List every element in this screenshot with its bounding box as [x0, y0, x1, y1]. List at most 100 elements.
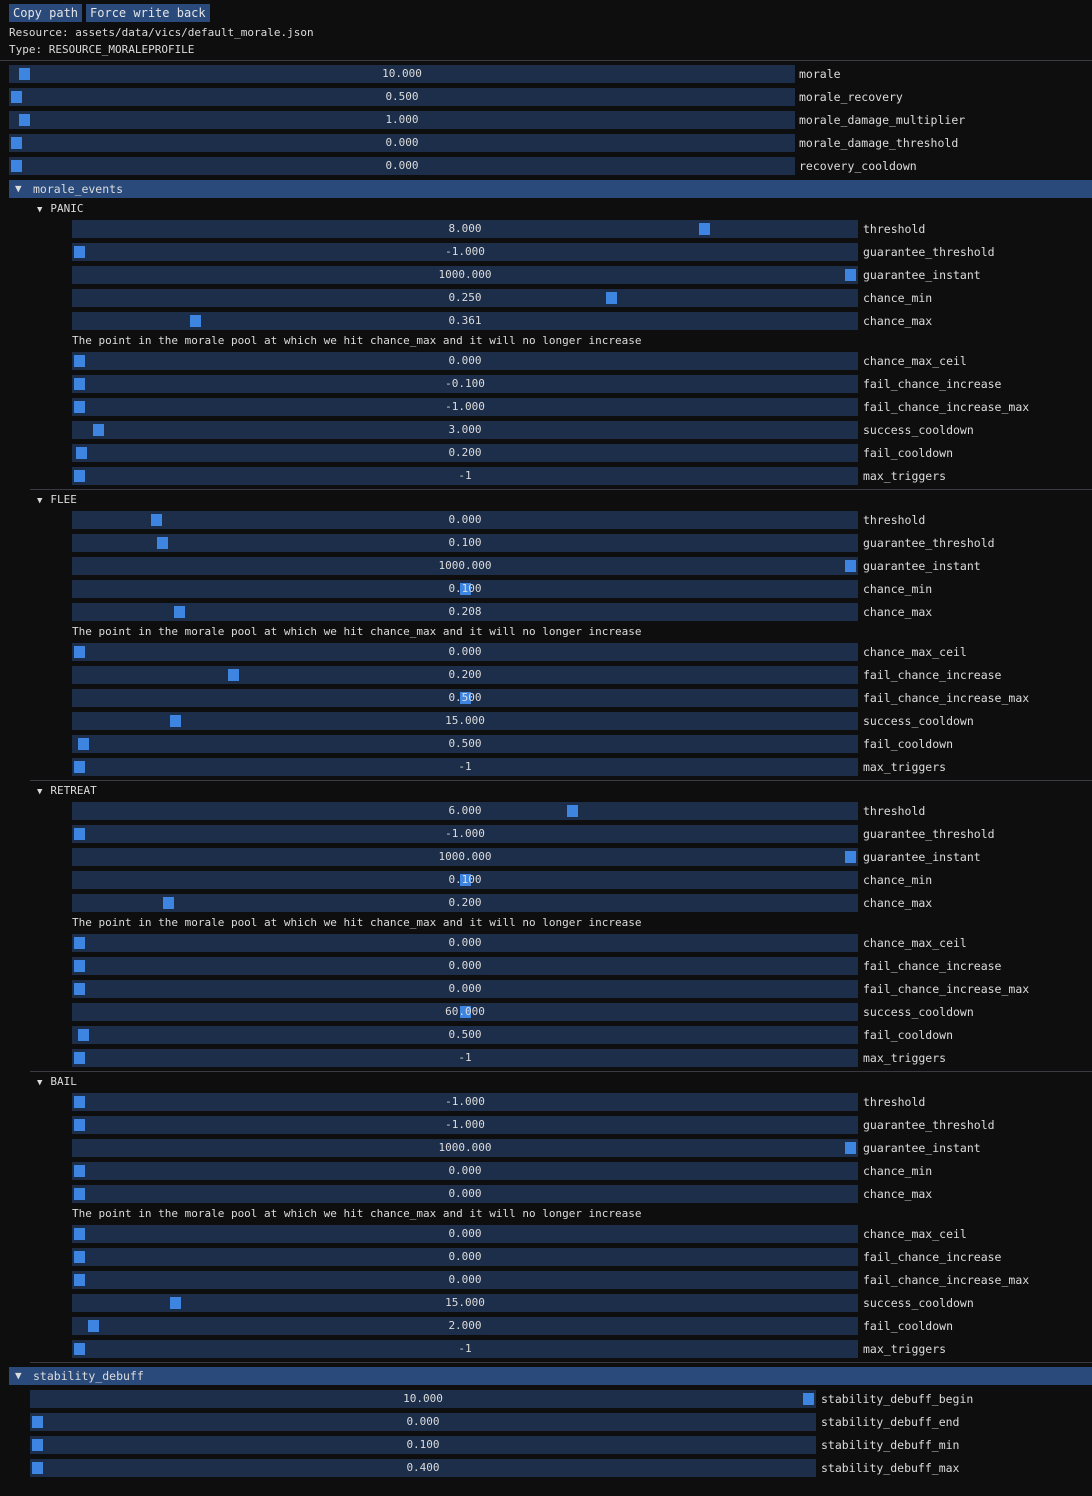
stability-debuff-header[interactable]: ▼ stability_debuff	[9, 1367, 1092, 1385]
event-field-guarantee-threshold-slider[interactable]: -1.000	[72, 243, 858, 261]
slider-grab-handle[interactable]	[74, 1228, 85, 1240]
event-field-fail-chance-increase-max-slider[interactable]: 0.500	[72, 689, 858, 707]
slider-grab-handle[interactable]	[163, 897, 174, 909]
slider-grab-handle[interactable]	[74, 646, 85, 658]
slider-grab-handle[interactable]	[11, 160, 22, 172]
event-field-threshold-slider[interactable]: -1.000	[72, 1093, 858, 1111]
stability-field-stability-debuff-begin-slider[interactable]: 10.000	[30, 1390, 816, 1408]
slider-grab-handle[interactable]	[174, 606, 185, 618]
stability-field-stability-debuff-end-slider[interactable]: 0.000	[30, 1413, 816, 1431]
slider-grab-handle[interactable]	[460, 583, 471, 595]
slider-grab-handle[interactable]	[11, 137, 22, 149]
slider-grab-handle[interactable]	[74, 1096, 85, 1108]
event-field-max-triggers-slider[interactable]: -1	[72, 758, 858, 776]
slider-grab-handle[interactable]	[74, 1188, 85, 1200]
event-panic-header[interactable]: ▼ PANIC	[37, 201, 84, 217]
slider-grab-handle[interactable]	[74, 470, 85, 482]
slider-grab-handle[interactable]	[74, 1251, 85, 1263]
slider-grab-handle[interactable]	[74, 1274, 85, 1286]
event-field-threshold-slider[interactable]: 6.000	[72, 802, 858, 820]
top-field-morale-recovery-slider[interactable]: 0.500	[9, 88, 795, 106]
top-field-morale-slider[interactable]: 10.000	[9, 65, 795, 83]
slider-grab-handle[interactable]	[845, 560, 856, 572]
stability-field-stability-debuff-max-slider[interactable]: 0.400	[30, 1459, 816, 1477]
event-field-success-cooldown-slider[interactable]: 15.000	[72, 712, 858, 730]
event-field-fail-chance-increase-max-slider[interactable]: 0.000	[72, 1271, 858, 1289]
event-field-fail-chance-increase-slider[interactable]: 0.000	[72, 1248, 858, 1266]
event-field-fail-cooldown-slider[interactable]: 0.500	[72, 1026, 858, 1044]
event-field-guarantee-threshold-slider[interactable]: -1.000	[72, 1116, 858, 1134]
top-field-recovery-cooldown-slider[interactable]: 0.000	[9, 157, 795, 175]
slider-grab-handle[interactable]	[228, 669, 239, 681]
event-field-fail-chance-increase-slider[interactable]: -0.100	[72, 375, 858, 393]
slider-grab-handle[interactable]	[93, 424, 104, 436]
morale-events-header[interactable]: ▼ morale_events	[9, 180, 1092, 198]
event-field-chance-min-slider[interactable]: 0.250	[72, 289, 858, 307]
slider-grab-handle[interactable]	[32, 1439, 43, 1451]
event-field-fail-chance-increase-slider[interactable]: 0.200	[72, 666, 858, 684]
event-field-max-triggers-slider[interactable]: -1	[72, 467, 858, 485]
slider-grab-handle[interactable]	[78, 1029, 89, 1041]
event-retreat-header[interactable]: ▼ RETREAT	[37, 783, 97, 799]
slider-grab-handle[interactable]	[157, 537, 168, 549]
slider-grab-handle[interactable]	[74, 1165, 85, 1177]
slider-grab-handle[interactable]	[845, 269, 856, 281]
slider-grab-handle[interactable]	[606, 292, 617, 304]
copy-path-button[interactable]: Copy path	[9, 4, 83, 22]
event-field-chance-max-slider[interactable]: 0.208	[72, 603, 858, 621]
event-flee-header[interactable]: ▼ FLEE	[37, 492, 77, 508]
event-field-chance-min-slider[interactable]: 0.000	[72, 1162, 858, 1180]
event-field-success-cooldown-slider[interactable]: 3.000	[72, 421, 858, 439]
event-field-fail-chance-increase-slider[interactable]: 0.000	[72, 957, 858, 975]
slider-grab-handle[interactable]	[845, 1142, 856, 1154]
slider-grab-handle[interactable]	[190, 315, 201, 327]
event-field-chance-max-slider[interactable]: 0.000	[72, 1185, 858, 1203]
event-field-chance-max-ceil-slider[interactable]: 0.000	[72, 643, 858, 661]
top-field-morale-damage-multiplier-slider[interactable]: 1.000	[9, 111, 795, 129]
slider-grab-handle[interactable]	[74, 355, 85, 367]
slider-grab-handle[interactable]	[11, 91, 22, 103]
slider-grab-handle[interactable]	[699, 223, 710, 235]
slider-grab-handle[interactable]	[170, 1297, 181, 1309]
slider-grab-handle[interactable]	[460, 1006, 471, 1018]
event-bail-header[interactable]: ▼ BAIL	[37, 1074, 77, 1090]
slider-grab-handle[interactable]	[19, 68, 30, 80]
event-field-success-cooldown-slider[interactable]: 15.000	[72, 1294, 858, 1312]
slider-grab-handle[interactable]	[170, 715, 181, 727]
slider-grab-handle[interactable]	[76, 447, 87, 459]
event-field-fail-chance-increase-max-slider[interactable]: 0.000	[72, 980, 858, 998]
slider-grab-handle[interactable]	[460, 692, 471, 704]
event-field-chance-max-slider[interactable]: 0.200	[72, 894, 858, 912]
slider-grab-handle[interactable]	[74, 960, 85, 972]
slider-grab-handle[interactable]	[803, 1393, 814, 1405]
event-field-guarantee-instant-slider[interactable]: 1000.000	[72, 266, 858, 284]
slider-grab-handle[interactable]	[74, 983, 85, 995]
top-field-morale-damage-threshold-slider[interactable]: 0.000	[9, 134, 795, 152]
slider-grab-handle[interactable]	[74, 1119, 85, 1131]
slider-grab-handle[interactable]	[151, 514, 162, 526]
event-field-success-cooldown-slider[interactable]: 60.000	[72, 1003, 858, 1021]
event-field-chance-max-ceil-slider[interactable]: 0.000	[72, 934, 858, 952]
event-field-guarantee-threshold-slider[interactable]: 0.100	[72, 534, 858, 552]
event-field-fail-chance-increase-max-slider[interactable]: -1.000	[72, 398, 858, 416]
event-field-chance-max-ceil-slider[interactable]: 0.000	[72, 1225, 858, 1243]
stability-field-stability-debuff-min-slider[interactable]: 0.100	[30, 1436, 816, 1454]
slider-grab-handle[interactable]	[74, 828, 85, 840]
slider-grab-handle[interactable]	[74, 1343, 85, 1355]
event-field-guarantee-instant-slider[interactable]: 1000.000	[72, 1139, 858, 1157]
slider-grab-handle[interactable]	[74, 401, 85, 413]
slider-grab-handle[interactable]	[460, 874, 471, 886]
slider-grab-handle[interactable]	[74, 378, 85, 390]
event-field-fail-cooldown-slider[interactable]: 0.200	[72, 444, 858, 462]
slider-grab-handle[interactable]	[567, 805, 578, 817]
event-field-chance-max-slider[interactable]: 0.361	[72, 312, 858, 330]
event-field-threshold-slider[interactable]: 0.000	[72, 511, 858, 529]
event-field-fail-cooldown-slider[interactable]: 2.000	[72, 1317, 858, 1335]
slider-grab-handle[interactable]	[78, 738, 89, 750]
slider-grab-handle[interactable]	[74, 1052, 85, 1064]
event-field-guarantee-instant-slider[interactable]: 1000.000	[72, 557, 858, 575]
force-write-back-button[interactable]: Force write back	[86, 4, 210, 22]
slider-grab-handle[interactable]	[32, 1462, 43, 1474]
slider-grab-handle[interactable]	[19, 114, 30, 126]
event-field-chance-min-slider[interactable]: 0.100	[72, 871, 858, 889]
